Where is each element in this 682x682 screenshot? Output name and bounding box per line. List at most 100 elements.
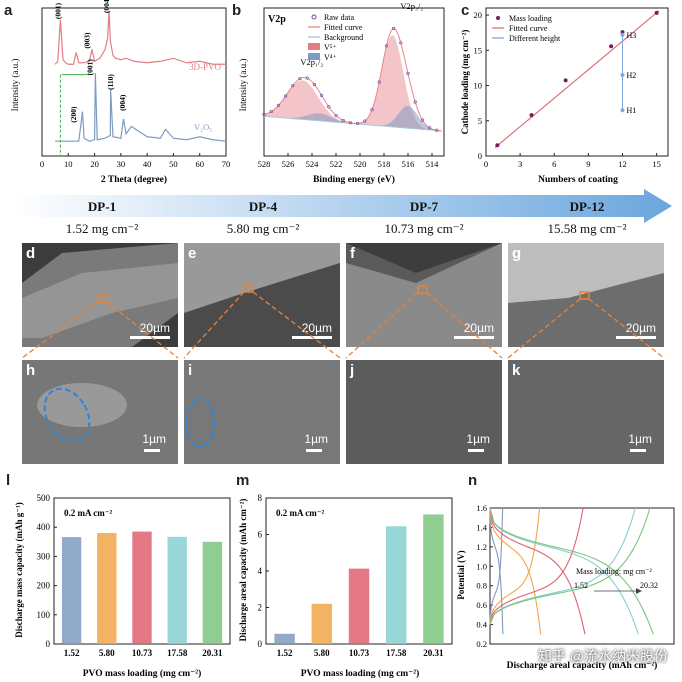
panel-label-e: e [188, 245, 197, 262]
xrd-xtick-label: 20 [90, 159, 99, 169]
xps-raw-point [305, 76, 309, 80]
c-height-label: H2 [627, 71, 637, 80]
xrd-peak-annotation: (200) [69, 106, 78, 123]
loading-xlabel: Numbers of coating [538, 175, 618, 185]
xps-v5-fill [264, 35, 442, 131]
panel-label-k: k [512, 362, 521, 379]
panel-label-c: c [461, 2, 470, 19]
l-bar [132, 531, 152, 644]
m-ytick-label: 6 [258, 530, 263, 540]
xrd-ylabel: Intensity (a.u.) [10, 59, 20, 112]
xps-raw-point [341, 118, 345, 123]
c-height-point [620, 108, 625, 113]
xps-raw-point [283, 94, 288, 98]
xrd-peak-annotation: (004) [102, 0, 111, 13]
scale-label-j: 1µm [466, 432, 490, 446]
xrd-peak-annotation: (001) [53, 2, 62, 19]
scale-label-k: 1µm [628, 432, 652, 446]
scale-bar-d [130, 336, 170, 339]
xps-xtick-label: 520 [354, 159, 367, 169]
xrd-xtick-label: 40 [143, 159, 152, 169]
xps-legend-swatch [311, 14, 317, 20]
xrd-chart: Intensity (a.u.) 2 Theta (degree) 0 10 20 3… [10, 0, 230, 185]
xps-raw-point [377, 80, 381, 84]
sem-image-i: i 1µm [184, 360, 340, 464]
xps-raw-point [370, 108, 374, 112]
scale-label-g: 20µm [625, 321, 656, 335]
xps-peak-label-32: V2p₃/₂ [400, 1, 423, 11]
xps-raw-point [334, 113, 338, 118]
xrd-peak-annotation: (003) [82, 32, 91, 49]
xps-xtick-label: 528 [258, 159, 271, 169]
c-data-point [609, 44, 614, 49]
scale-bar-i [306, 449, 322, 452]
xrd-series-1 [55, 73, 227, 142]
n-discharge-curve-10.73 [489, 507, 586, 635]
xrd-xtick-label: 10 [64, 159, 73, 169]
c-xtick-label: 6 [552, 159, 556, 169]
xps-raw-point [413, 100, 417, 104]
m-category-label: 17.58 [386, 648, 407, 658]
xps-raw-point [420, 118, 424, 122]
m-category-label: 5.80 [314, 648, 330, 658]
n-ytick-label: 1.0 [476, 561, 487, 571]
panel-label-g: g [512, 245, 522, 262]
c-xtick-label: 0 [484, 159, 488, 169]
xps-xtick-label: 524 [306, 159, 320, 169]
c-height-label: H3 [627, 31, 637, 40]
stage-name-2: DP-4 [248, 199, 278, 214]
xrd-xlabel: 2 Theta (degree) [101, 174, 167, 185]
sem-image-f: f 20µm [346, 243, 502, 347]
c-fitted-curve [494, 10, 660, 149]
watermark: 知乎 @流水纳米股份 [537, 648, 668, 664]
xrd-series-label-3dpvo: 3D-PVO [189, 62, 222, 72]
c-height-point [620, 32, 625, 37]
n-discharge-curve-1.52 [489, 507, 504, 635]
m-xlabel: PVO mass loading (mg cm⁻²) [301, 668, 420, 679]
c-ytick-label: 0 [478, 151, 482, 161]
m-ytick-label: 8 [258, 493, 263, 503]
panel-label-h: h [26, 362, 36, 379]
l-bar [97, 533, 117, 644]
sem-image-d: d 20µm [22, 243, 178, 347]
n-charge-curve-10.73 [489, 507, 584, 625]
xps-raw-point [298, 76, 302, 81]
stage-name-3: DP-7 [409, 199, 439, 214]
scale-label-h: 1µm [142, 432, 166, 446]
xps-xtick-label: 518 [378, 159, 391, 169]
c-data-point [654, 10, 659, 15]
xps-raw-point [384, 44, 388, 48]
areal-capacity-chart: Discharge areal capacity (mAh cm⁻²) PVO … [238, 493, 453, 679]
l-bar [202, 541, 223, 644]
xps-raw-point [399, 41, 403, 45]
m-ytick-label: 4 [258, 566, 263, 576]
m-ytick-label: 2 [258, 603, 263, 613]
l-category-label: 10.73 [132, 648, 153, 658]
stage-name-4: DP-12 [569, 199, 605, 214]
n-ytick-label: 0.8 [476, 581, 487, 591]
panel-label-d: d [26, 245, 36, 262]
xps-raw-point [406, 71, 410, 76]
m-annotation: 0.2 mA cm⁻² [276, 508, 324, 518]
m-category-label: 20.31 [423, 648, 444, 658]
c-legend-label: Fitted curve [509, 24, 548, 33]
c-height-point [620, 72, 625, 77]
c-ytick-label: 5 [478, 116, 482, 126]
mass-capacity-chart: Discharge mass capacity (mAh g⁻¹) PVO ma… [14, 493, 231, 679]
stage-loading-2: 5.80 mg cm⁻² [226, 221, 300, 236]
process-arrow [12, 189, 672, 223]
scale-bar-f [454, 336, 494, 339]
panel-label-l: l [6, 472, 11, 489]
n-charge-curve-1.52 [489, 507, 504, 625]
xps-ylabel: Intensity (a.u.) [238, 59, 248, 112]
sem-image-k: k 1µm [508, 360, 664, 464]
xps-raw-point [348, 121, 352, 125]
sem-image-g: g 20µm [508, 243, 664, 347]
m-bar [274, 633, 295, 644]
xrd-xtick-label: 0 [40, 159, 44, 169]
l-category-label: 17.58 [167, 648, 188, 658]
n-charge-curve-17.58 [489, 507, 636, 625]
xps-raw-point [262, 112, 266, 116]
discharge-curve-chart: Potential (V) Discharge areal capacity (… [456, 503, 675, 671]
l-ylabel: Discharge mass capacity (mAh g⁻¹) [14, 502, 24, 637]
